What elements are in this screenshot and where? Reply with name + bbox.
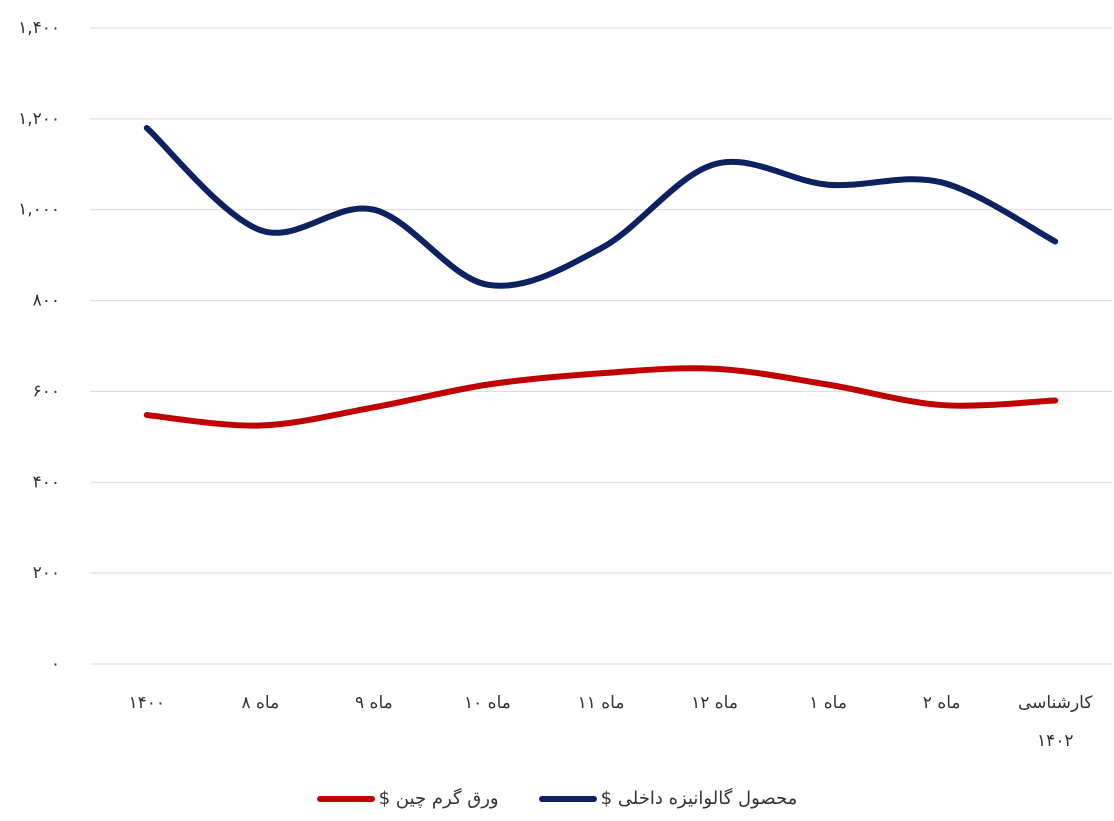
y-tick-label: ۶۰۰ [33, 381, 60, 401]
legend-label: محصول گالوانیزه داخلی $ [600, 788, 798, 809]
x-tick-label: ماه ۹ [355, 693, 393, 713]
x-tick-label: ماه ۱ [809, 693, 847, 713]
x-tick-label: ماه ۸ [241, 693, 280, 713]
legend: محصول گالوانیزه داخلی $ ورق گرم چین $ [0, 788, 1114, 809]
legend-swatch [538, 795, 597, 802]
x-tick-label: کارشناسی ۱۴۰۲ [1017, 693, 1093, 751]
series-line [143, 124, 1059, 289]
y-tick-label: ۱,۴۰۰ [18, 18, 60, 38]
x-tick-label: ۱۴۰۰ [128, 693, 166, 713]
legend-item: ورق گرم چین $ [316, 788, 499, 809]
x-tick-label: ماه ۱۱ [577, 693, 625, 713]
x-tick-label: ماه ۱۲ [691, 693, 738, 713]
legend-swatch [316, 795, 375, 802]
legend-label: ورق گرم چین $ [378, 788, 499, 809]
y-tick-label: ۱,۲۰۰ [18, 109, 60, 129]
y-tick-label: ۸۰۰ [33, 291, 60, 311]
y-tick-label: ۴۰۰ [33, 472, 60, 492]
y-tick-label: ۰ [51, 654, 60, 674]
series-line [143, 365, 1059, 429]
y-tick-label: ۲۰۰ [33, 563, 60, 583]
x-tick-label: ماه ۱۰ [464, 693, 511, 713]
y-tick-label: ۱,۰۰۰ [18, 200, 60, 220]
x-tick-label: ماه ۲ [922, 693, 961, 713]
legend-item: محصول گالوانیزه داخلی $ [538, 788, 798, 809]
